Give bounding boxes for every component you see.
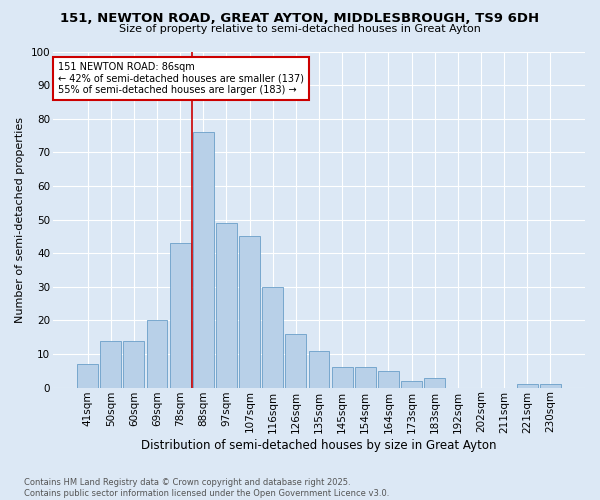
Text: Contains HM Land Registry data © Crown copyright and database right 2025.
Contai: Contains HM Land Registry data © Crown c… xyxy=(24,478,389,498)
Y-axis label: Number of semi-detached properties: Number of semi-detached properties xyxy=(15,116,25,322)
Bar xyxy=(401,381,422,388)
Bar xyxy=(216,223,237,388)
Bar xyxy=(262,287,283,388)
Bar xyxy=(193,132,214,388)
Bar xyxy=(378,371,399,388)
Bar xyxy=(124,340,144,388)
Bar xyxy=(540,384,561,388)
Bar xyxy=(332,368,353,388)
Bar xyxy=(77,364,98,388)
Bar xyxy=(308,350,329,388)
Bar xyxy=(424,378,445,388)
Text: Size of property relative to semi-detached houses in Great Ayton: Size of property relative to semi-detach… xyxy=(119,24,481,34)
Bar xyxy=(517,384,538,388)
Text: 151, NEWTON ROAD, GREAT AYTON, MIDDLESBROUGH, TS9 6DH: 151, NEWTON ROAD, GREAT AYTON, MIDDLESBR… xyxy=(61,12,539,26)
Bar xyxy=(355,368,376,388)
Bar xyxy=(239,236,260,388)
Bar xyxy=(100,340,121,388)
Bar xyxy=(146,320,167,388)
Bar xyxy=(286,334,306,388)
Bar xyxy=(170,243,191,388)
Text: 151 NEWTON ROAD: 86sqm
← 42% of semi-detached houses are smaller (137)
55% of se: 151 NEWTON ROAD: 86sqm ← 42% of semi-det… xyxy=(58,62,304,95)
X-axis label: Distribution of semi-detached houses by size in Great Ayton: Distribution of semi-detached houses by … xyxy=(141,440,497,452)
